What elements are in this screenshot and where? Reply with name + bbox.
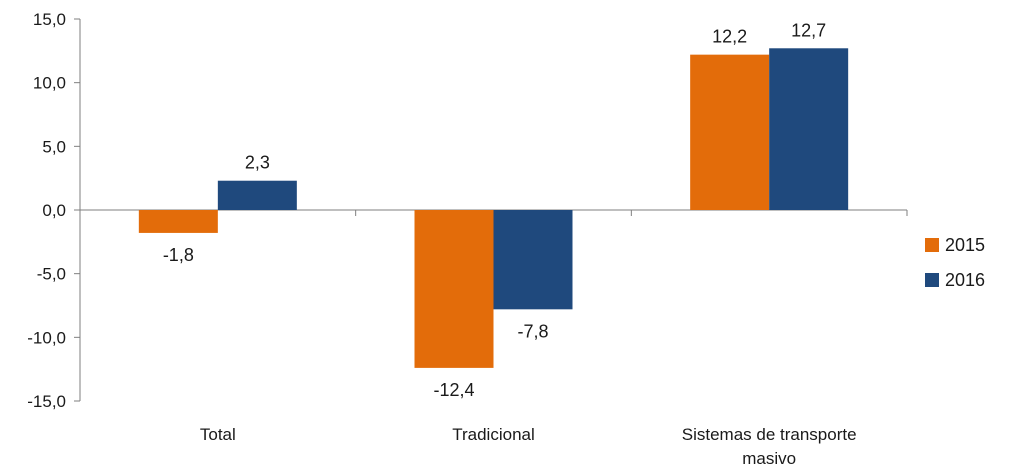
legend-label-2015: 2015 [945,235,985,255]
category-label-2: Sistemas de transporte masivo [682,425,857,468]
y-axis: 15,0 10,0 5,0 0,0 -5,0 -10,0 -15,0 [27,10,81,411]
legend-swatch-2016 [925,273,939,287]
bar-2016-2 [769,48,849,210]
y-tick-label: 10,0 [33,74,66,93]
data-label-2015-1: -12,4 [433,380,474,400]
y-tick-label: 0,0 [42,201,66,220]
data-label-2015-2: 12,2 [712,27,747,47]
y-tick-label: -10,0 [27,328,66,347]
y-tick-label: 5,0 [42,137,66,156]
legend-label-2016: 2016 [945,270,985,290]
bars [138,48,849,368]
bar-2015-2 [690,54,770,210]
data-label-2016-1: -7,8 [517,321,548,341]
bar-2016-0 [217,180,297,210]
category-label-0: Total [200,425,236,444]
bar-2015-0 [138,210,218,233]
data-label-2015-0: -1,8 [163,245,194,265]
y-tick-label: -15,0 [27,392,66,411]
legend: 2015 2016 [925,235,985,290]
bar-2015-1 [414,210,494,368]
data-label-2016-2: 12,7 [791,20,826,40]
y-tick-label: -5,0 [37,265,66,284]
y-tick-label: 15,0 [33,10,66,29]
category-label-1: Tradicional [452,425,535,444]
category-labels: Total Tradicional Sistemas de transporte ma… [200,425,857,468]
bar-2016-1 [493,210,573,310]
legend-swatch-2015 [925,238,939,252]
data-labels: -1,8 2,3 -12,4 -7,8 12,2 12,7 [163,20,826,400]
data-label-2016-0: 2,3 [245,153,270,173]
